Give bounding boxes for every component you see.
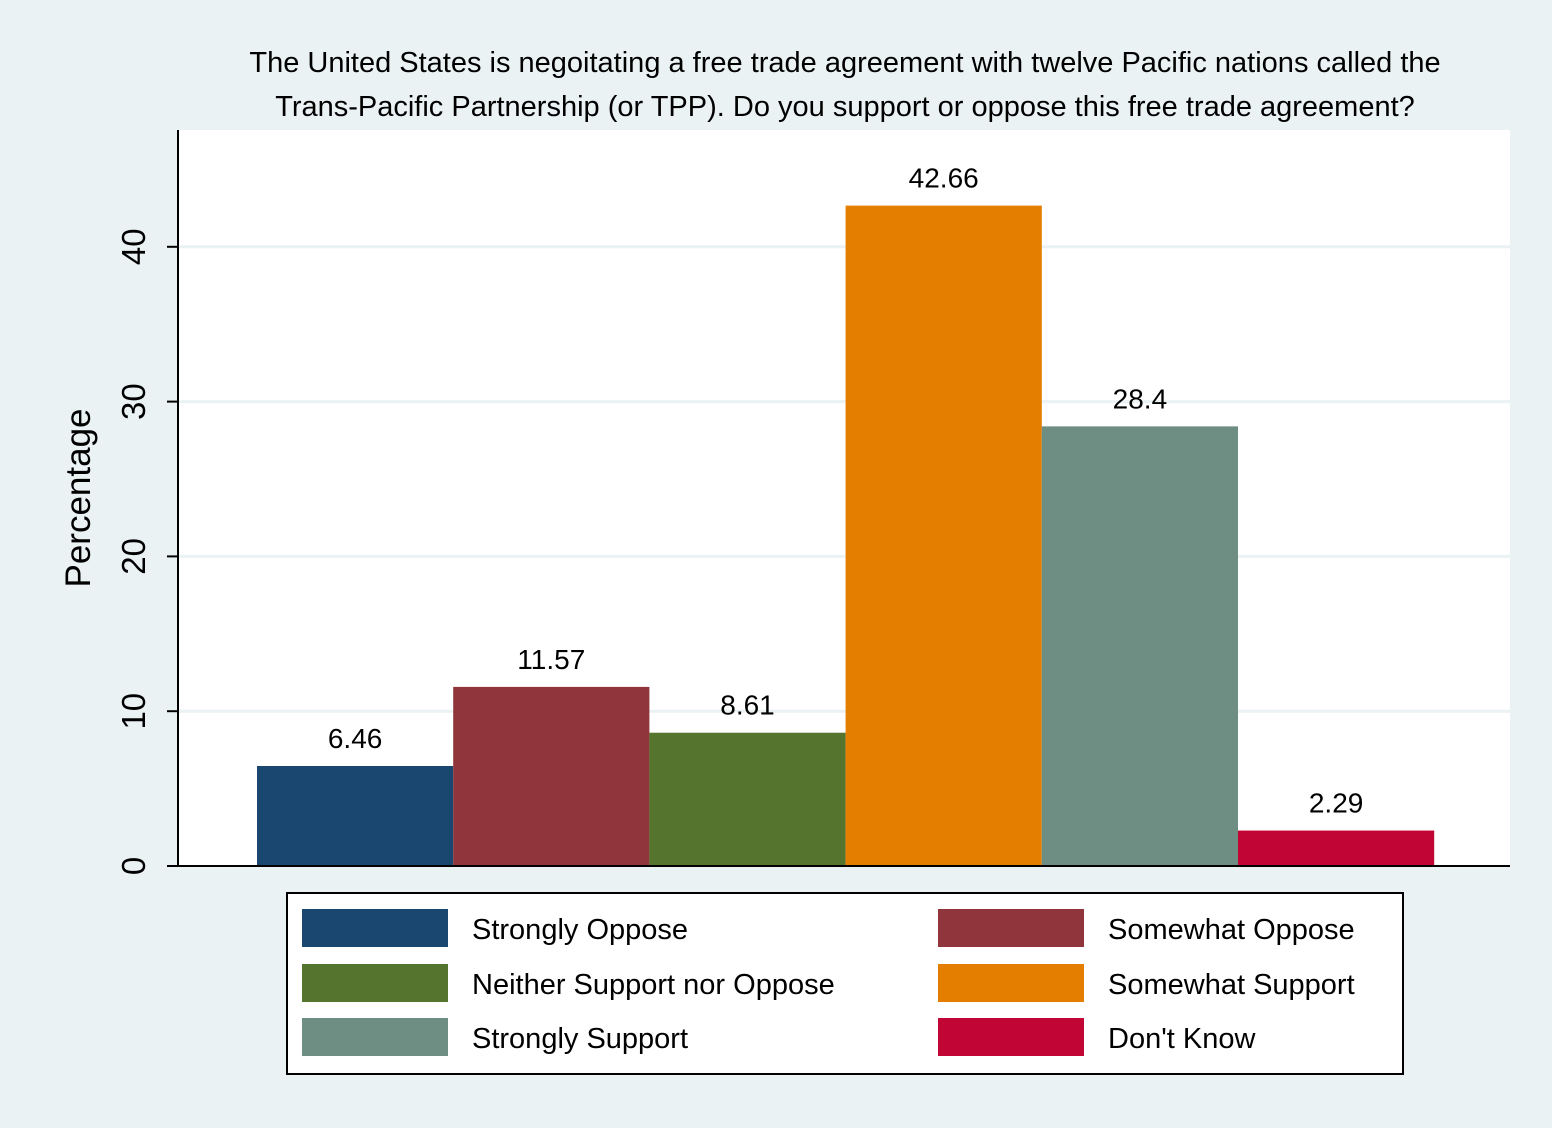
chart-title-line-1: The United States is negoitating a free … <box>249 47 1440 79</box>
data-label-strongly-support: 28.4 <box>1113 383 1168 414</box>
legend-swatch-neither-support-nor-oppose <box>302 964 448 1002</box>
data-label-somewhat-oppose: 11.57 <box>517 644 585 675</box>
legend-swatch-strongly-oppose <box>302 909 448 947</box>
bar-neither-support-nor-oppose <box>649 732 846 866</box>
legend-swatch-somewhat-oppose <box>938 909 1084 947</box>
bar-don-t-know <box>1238 830 1435 866</box>
bar-somewhat-oppose <box>453 686 650 866</box>
chart-title-line-2: Trans-Pacific Partnership (or TPP). Do y… <box>275 91 1415 123</box>
legend-label-strongly-support: Strongly Support <box>472 1023 688 1055</box>
data-label-somewhat-support: 42.66 <box>909 163 979 194</box>
legend-label-don-t-know: Don't Know <box>1108 1023 1256 1055</box>
y-axis-ticks: 0 10 20 30 40 <box>115 228 178 875</box>
legend-swatch-strongly-support <box>302 1018 448 1056</box>
legend <box>286 892 1404 1075</box>
bar-somewhat-support <box>845 205 1042 867</box>
legend-label-somewhat-oppose: Somewhat Oppose <box>1108 914 1355 946</box>
data-label-strongly-oppose: 6.46 <box>328 723 383 754</box>
y-tick-label-40: 40 <box>115 228 152 265</box>
y-tick-label-20: 20 <box>115 538 152 575</box>
data-label-don-t-know: 2.29 <box>1309 788 1364 819</box>
gridlines <box>178 245 1510 713</box>
y-tick-label-0: 0 <box>115 857 152 875</box>
y-tick-label-10: 10 <box>115 693 152 730</box>
y-axis-label: Percentage <box>59 408 98 587</box>
data-label-neither-support-nor-oppose: 8.61 <box>720 690 775 721</box>
legend-items: Strongly Oppose Somewhat Oppose Neither Su… <box>302 909 1355 1056</box>
legend-swatch-somewhat-support <box>938 964 1084 1002</box>
chart-title: The United States is negoitating a free … <box>249 47 1440 123</box>
bars <box>257 205 1435 867</box>
bar-strongly-oppose <box>257 765 454 866</box>
legend-label-somewhat-support: Somewhat Support <box>1108 969 1355 1001</box>
legend-label-strongly-oppose: Strongly Oppose <box>472 914 688 946</box>
data-labels: 6.46 11.57 8.61 42.66 28.4 2.29 <box>328 163 1364 819</box>
legend-label-neither-support-nor-oppose: Neither Support nor Oppose <box>472 969 835 1001</box>
bar-strongly-support <box>1041 426 1238 866</box>
y-tick-label-30: 30 <box>115 383 152 420</box>
legend-swatch-don-t-know <box>938 1018 1084 1056</box>
